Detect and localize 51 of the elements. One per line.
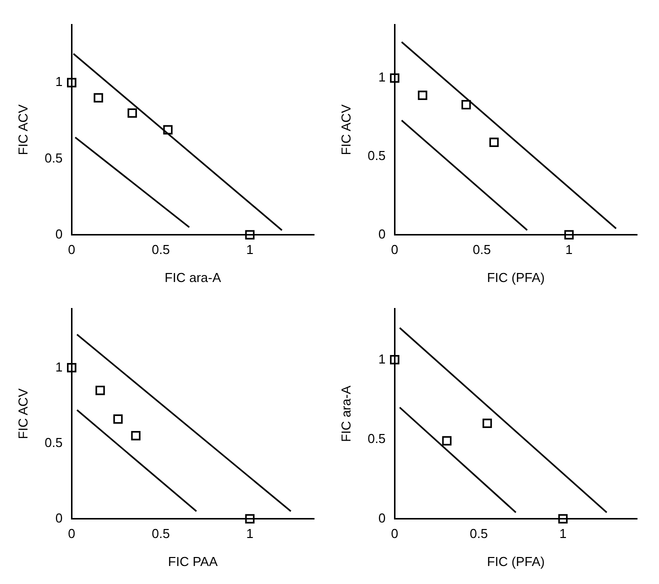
point bbox=[489, 138, 499, 148]
y-tick-label: 0 bbox=[55, 226, 63, 242]
x-axis-title: FIC PAA bbox=[168, 554, 218, 569]
point bbox=[245, 514, 255, 524]
x-tick-label: 0.5 bbox=[472, 242, 491, 258]
point bbox=[95, 386, 105, 396]
x-axis-title: FIC ara-A bbox=[164, 270, 222, 285]
point bbox=[66, 363, 76, 372]
point bbox=[558, 514, 568, 524]
point bbox=[482, 418, 492, 428]
y-tick-label: 0.5 bbox=[44, 434, 63, 450]
x-tick-label: 0 bbox=[68, 242, 76, 258]
y-tick-label: 1 bbox=[378, 351, 386, 366]
point bbox=[564, 230, 574, 240]
y-tick-label: 1 bbox=[55, 359, 63, 374]
x-tick-label: 0.5 bbox=[152, 242, 170, 258]
x-axis-title: FIC (PFA) bbox=[486, 270, 545, 285]
y-tick-label: 0.5 bbox=[368, 148, 386, 164]
y-axis-title: FIC ACV bbox=[15, 388, 30, 440]
point bbox=[418, 90, 428, 100]
x-tick-label: 0 bbox=[391, 526, 398, 542]
y-tick-label: 1 bbox=[378, 70, 386, 85]
point bbox=[390, 73, 400, 83]
point bbox=[131, 431, 141, 440]
y-tick-label: 0.5 bbox=[44, 150, 63, 166]
x-tick-label: 0.5 bbox=[470, 526, 488, 542]
point bbox=[66, 78, 76, 88]
point bbox=[163, 125, 173, 134]
point bbox=[442, 436, 452, 446]
y-axis-title: FIC ACV bbox=[15, 104, 30, 156]
x-axis-title: FIC (PFA) bbox=[486, 554, 545, 569]
point bbox=[113, 414, 123, 424]
x-tick-label: 1 bbox=[246, 526, 254, 542]
x-tick-label: 0 bbox=[391, 242, 398, 258]
point bbox=[245, 230, 255, 240]
point bbox=[461, 100, 471, 110]
point bbox=[94, 93, 104, 103]
x-tick-label: 1 bbox=[565, 242, 573, 258]
y-tick-label: 0 bbox=[378, 510, 386, 526]
point bbox=[128, 108, 137, 118]
y-tick-label: 0.5 bbox=[368, 430, 386, 446]
x-tick-label: 0.5 bbox=[152, 526, 170, 542]
x-tick-label: 1 bbox=[559, 526, 567, 542]
y-axis-title: FIC ara-A bbox=[338, 385, 354, 442]
x-tick-label: 0 bbox=[68, 526, 76, 542]
point bbox=[390, 355, 400, 364]
y-tick-label: 0 bbox=[55, 510, 63, 526]
y-axis-title: FIC ACV bbox=[338, 104, 354, 156]
x-tick-label: 1 bbox=[246, 242, 254, 258]
y-tick-label: 0 bbox=[378, 226, 386, 242]
y-tick-label: 1 bbox=[55, 74, 63, 90]
